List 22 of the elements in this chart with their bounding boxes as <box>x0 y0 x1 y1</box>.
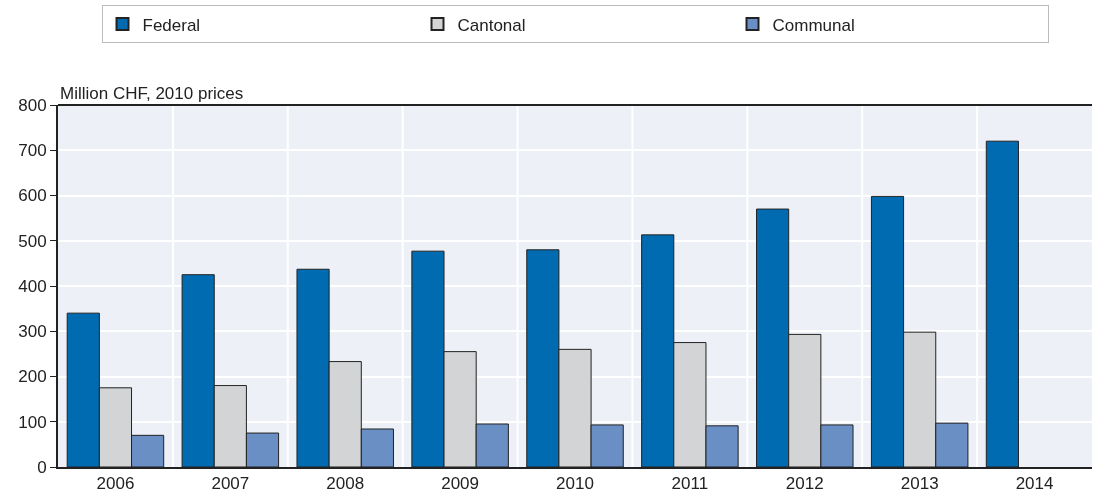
y-tick-label: 700 <box>18 141 47 161</box>
y-tick-label: 500 <box>18 231 47 251</box>
x-tick-label: 2011 <box>671 474 709 494</box>
x-tick-label: 2007 <box>211 474 250 494</box>
y-tick-label: 100 <box>18 412 47 432</box>
y-tick-label: 300 <box>18 322 47 342</box>
x-tick-label: 2009 <box>441 474 480 494</box>
x-tick-label: 2008 <box>326 474 365 494</box>
x-tick-label: 2013 <box>900 474 939 494</box>
legend-label: Federal <box>142 15 201 35</box>
y-tick-label: 0 <box>37 457 47 477</box>
y-tick-label: 200 <box>18 367 47 387</box>
y-axis-title: Million CHF, 2010 prices <box>60 84 244 103</box>
y-tick-label: 800 <box>18 95 47 115</box>
legend-label: Cantonal <box>457 15 526 35</box>
y-tick-label: 400 <box>18 276 47 296</box>
x-tick-label: 2006 <box>96 474 135 494</box>
legend-label: Communal <box>772 15 855 35</box>
x-tick-label: 2012 <box>785 474 824 494</box>
x-tick-label: 2014 <box>1015 474 1054 494</box>
x-tick-label: 2010 <box>556 474 594 494</box>
y-tick-label: 600 <box>18 186 47 206</box>
